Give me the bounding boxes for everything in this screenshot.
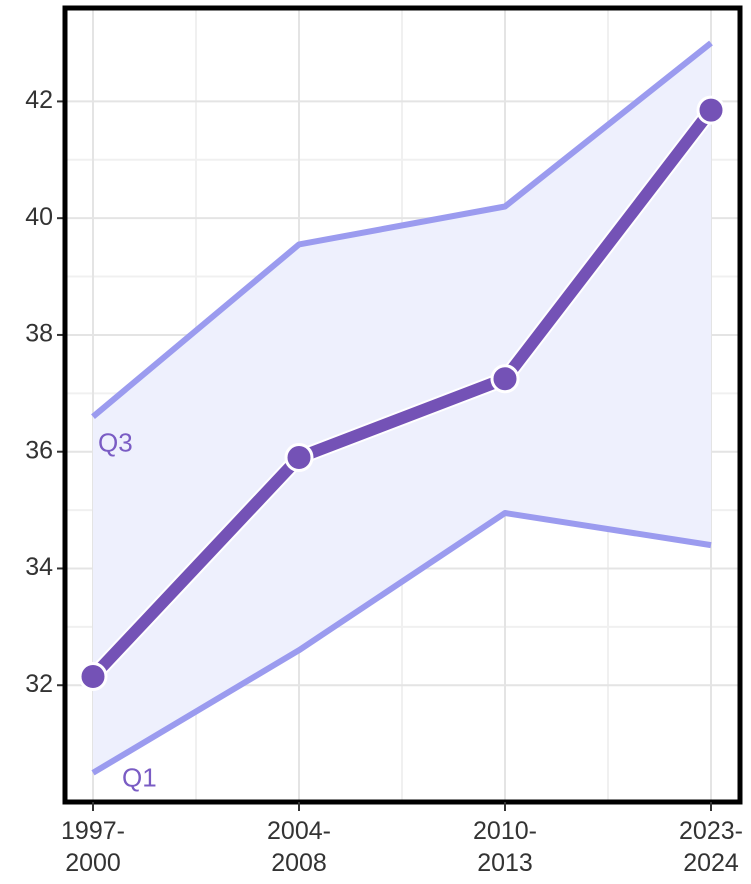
point	[78, 661, 108, 691]
median-line	[88, 106, 716, 681]
series-label: Q1	[122, 763, 157, 793]
x-tick-label: 2023-2024	[679, 817, 743, 877]
y-tick-label: 32	[25, 670, 53, 698]
x-tick-label: 1997-2000	[61, 817, 125, 877]
y-tick-label: 40	[25, 203, 53, 231]
y-tick-label: 34	[25, 553, 53, 581]
quartile-line	[91, 510, 712, 776]
point	[490, 364, 520, 394]
series-label: Q3	[98, 428, 133, 458]
y-tick-label: 38	[25, 320, 53, 348]
y-tick-label: 36	[25, 436, 53, 464]
point	[696, 95, 726, 125]
iqr-band	[93, 43, 711, 773]
quartile-line	[91, 40, 713, 419]
x-tick-label: 2004-2008	[267, 817, 331, 877]
plot-frame	[62, 5, 743, 805]
y-tick-label: 42	[25, 86, 53, 114]
point	[284, 443, 314, 473]
x-tick-label: 2010-2013	[473, 817, 537, 877]
